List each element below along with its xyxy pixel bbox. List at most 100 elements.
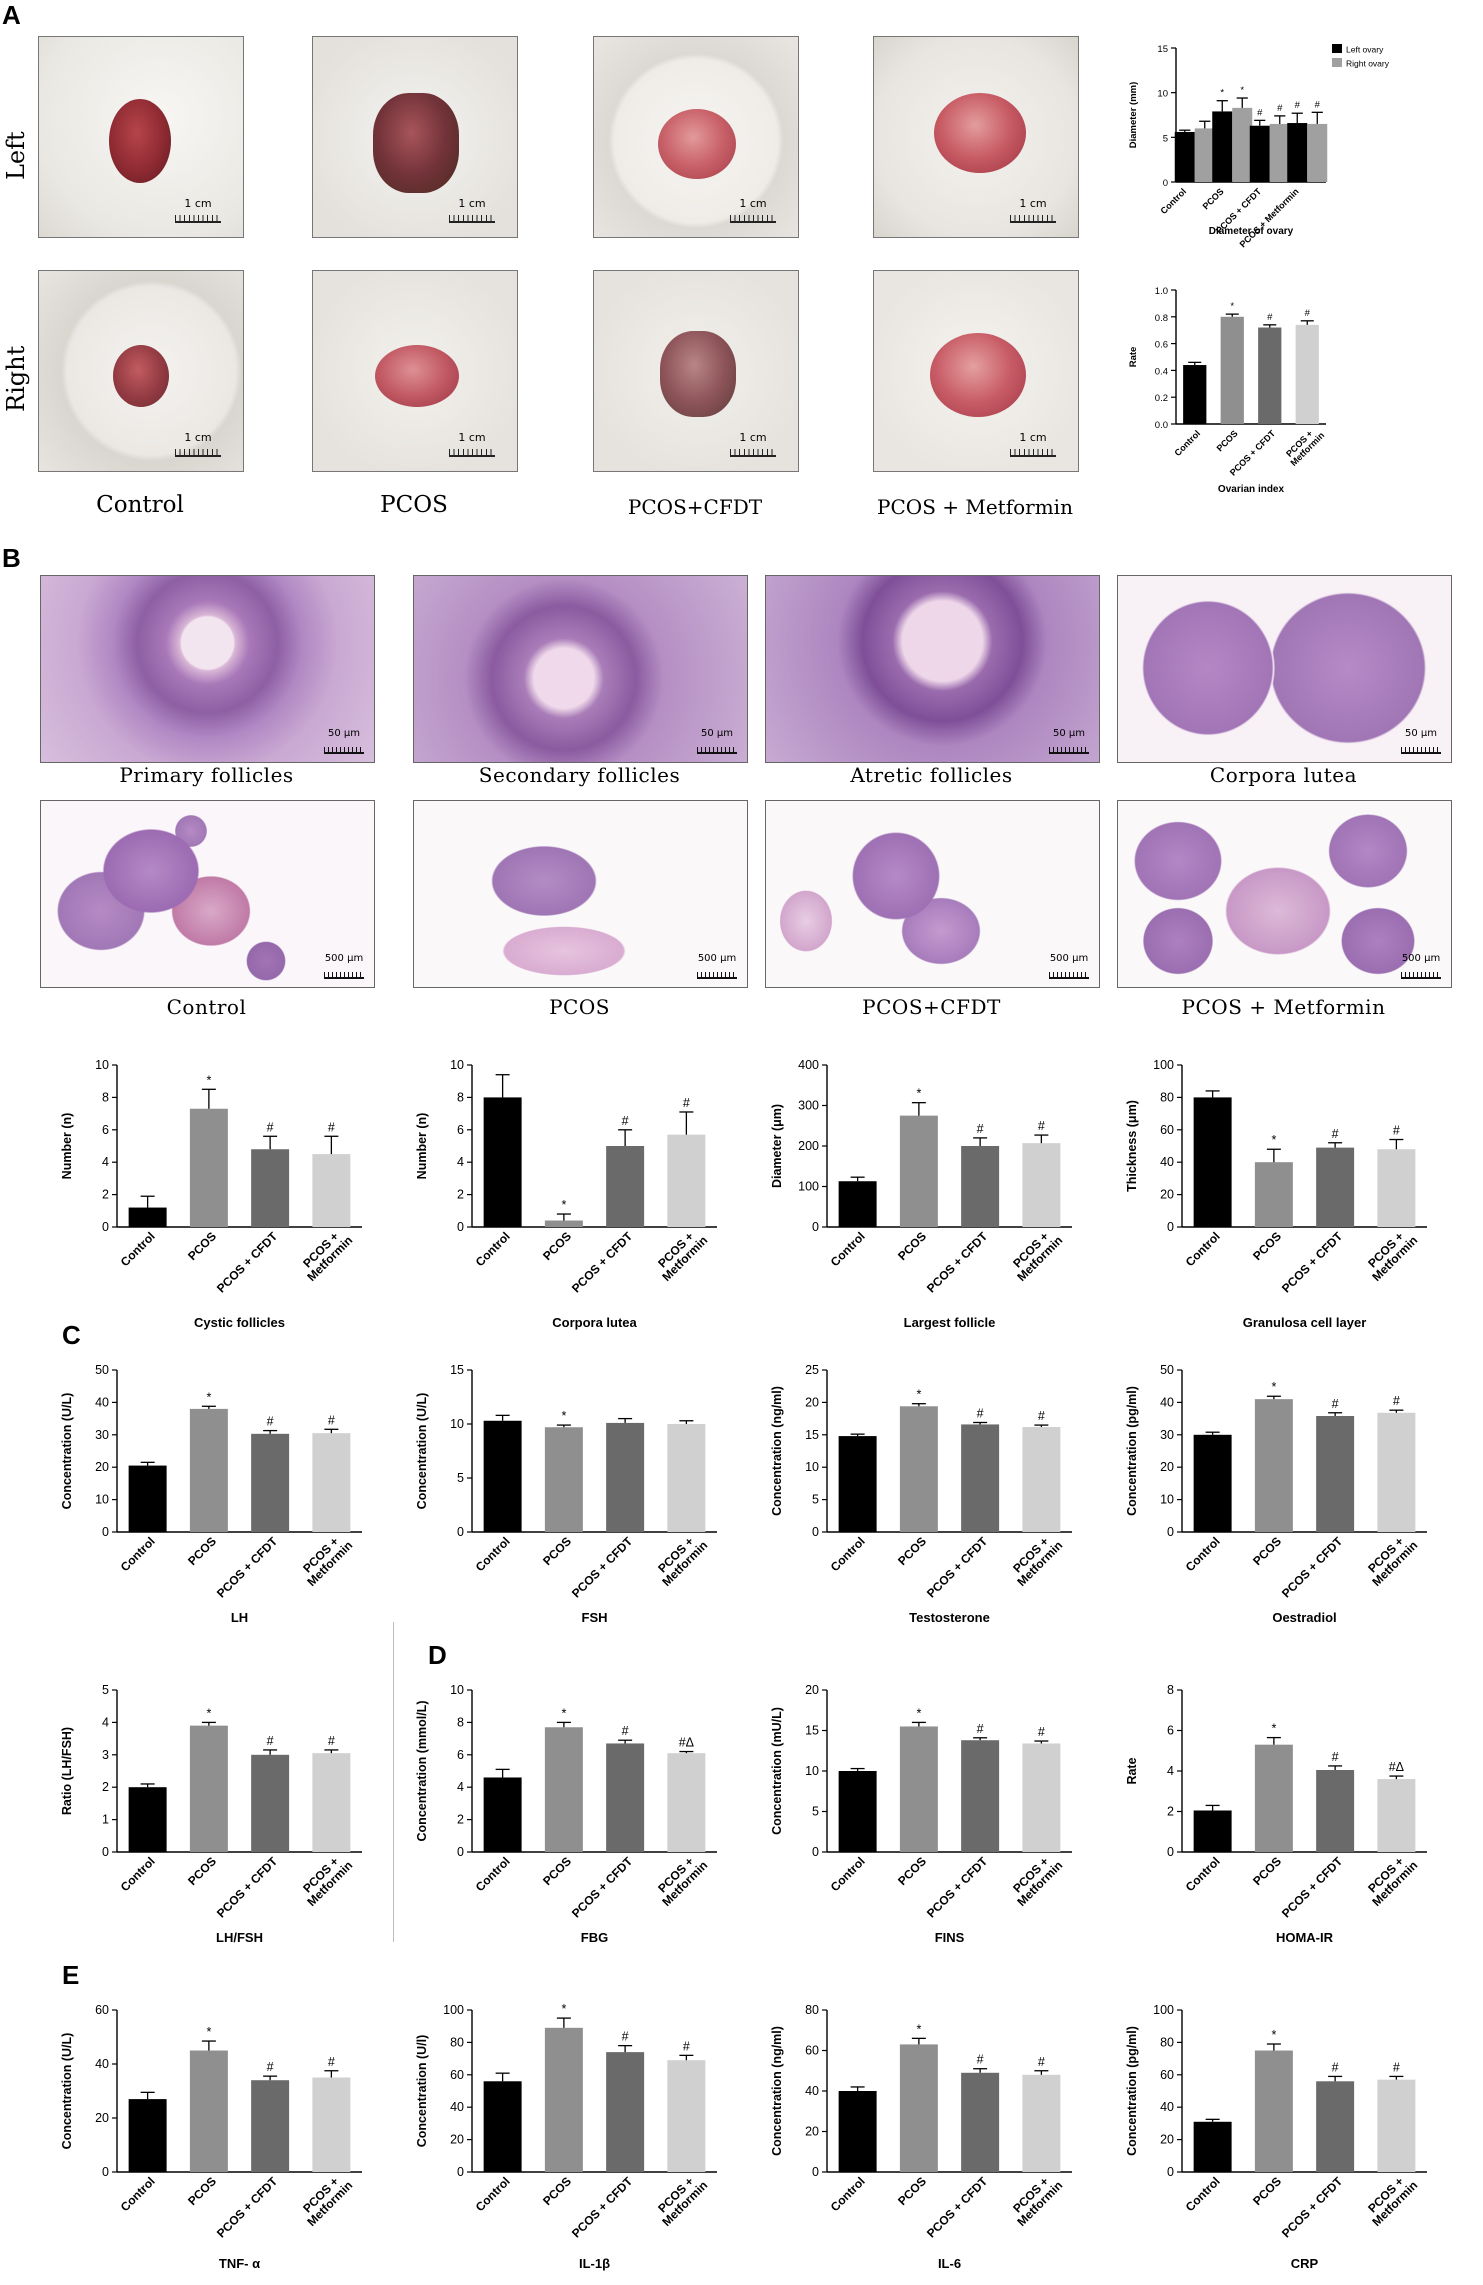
bar — [1254, 1399, 1293, 1532]
y-tick-label: 10 — [450, 1683, 464, 1697]
bar — [128, 2099, 167, 2172]
bar — [1232, 107, 1253, 182]
y-tick-label: 0 — [1167, 2165, 1174, 2179]
y-tick-label: 2 — [102, 1188, 109, 1202]
bar — [961, 1146, 1000, 1227]
photo-right-cfdt: 1 cm — [593, 270, 799, 472]
legend-label: Right ovary — [1346, 59, 1390, 69]
category-label: Control — [828, 2174, 868, 2214]
y-tick-label: 100 — [443, 2003, 464, 2017]
category-label: Control — [118, 2174, 158, 2214]
category-label: PCOS + CFDT — [569, 1229, 636, 1296]
scale-bar: 1 cm — [1010, 197, 1056, 223]
category-label: PCOS +Metformin — [296, 1224, 356, 1284]
bar — [251, 1149, 290, 1227]
significance-mark: # — [622, 2030, 629, 2044]
y-tick-label: 10 — [805, 1764, 819, 1778]
bar — [961, 1740, 1000, 1852]
y-tick-label: 20 — [95, 2111, 109, 2125]
y-tick-label: 0 — [812, 1845, 819, 1859]
scale-bar: 500 μm — [1049, 953, 1089, 979]
scale-bar: 50 μm — [1401, 728, 1441, 754]
significance-mark: * — [561, 1198, 566, 1212]
significance-mark: # — [1038, 2055, 1045, 2069]
chart-il-6: 0 20 40 60 80 Concentration (ng/ml) Control * PC… — [755, 2000, 1095, 2280]
bar — [961, 1424, 1000, 1532]
chart-title: Corpora lutea — [552, 1315, 637, 1330]
chart-lh-fsh-ratio: 0 1 2 3 4 5 Ratio (LH/FSH) Control * PCOS # PCOS + … — [45, 1680, 375, 1960]
significance-mark: * — [916, 2022, 921, 2036]
bar — [128, 1465, 167, 1532]
chart-svg: 0 20 40 60 80 100 Thickness (μm) Control * PCOS # P… — [1125, 1058, 1427, 1330]
bar — [483, 1777, 522, 1852]
chart-svg: 0 20 40 60 80 100 Concentration (pg/ml) Control… — [1125, 2003, 1427, 2271]
bar — [312, 1433, 351, 1532]
y-axis-label: Concentration (mmol/L) — [415, 1701, 429, 1842]
significance-mark: # — [622, 1724, 629, 1738]
significance-mark: # — [1038, 1119, 1045, 1133]
y-tick-label: 20 — [1160, 1188, 1174, 1202]
bar — [1254, 1162, 1293, 1227]
y-tick-label: 0 — [457, 2165, 464, 2179]
category-label: PCOS — [1250, 1229, 1284, 1263]
ovary-image — [373, 93, 459, 193]
y-tick-label: 40 — [1160, 2100, 1174, 2114]
y-tick-label: 0.4 — [1155, 366, 1168, 377]
chart-tnf-alpha: 0 20 40 60 Concentration (U/L) Control * PCOS # P… — [45, 2000, 375, 2280]
chart-svg: 0 1 2 3 4 5 Ratio (LH/FSH) Control * PCOS # PCOS + … — [60, 1683, 362, 1945]
bar — [899, 1406, 938, 1532]
bar — [1193, 1434, 1232, 1532]
category-label: PCOS +Metformin — [1361, 1529, 1421, 1589]
significance-mark: # — [1332, 1397, 1339, 1411]
y-tick-label: 0 — [457, 1220, 464, 1234]
category-label: PCOS +Metformin — [1361, 1849, 1421, 1909]
chart-svg: 0 10 20 30 40 50 Concentration (pg/ml) Control *… — [1125, 1363, 1427, 1625]
significance-mark: * — [1271, 1722, 1276, 1736]
significance-mark: # — [267, 1120, 274, 1134]
category-label: PCOS + CFDT — [1279, 1229, 1346, 1296]
category-label: PCOS +Metformin — [651, 2169, 711, 2229]
y-tick-label: 20 — [1160, 2133, 1174, 2147]
bar — [1316, 1416, 1355, 1532]
bar — [544, 2027, 583, 2172]
y-tick-label: 20 — [95, 1460, 109, 1474]
bar — [1212, 111, 1233, 182]
chart-title: Largest follicle — [904, 1315, 996, 1330]
chart-fbg: 0 2 4 6 8 10 Concentration (mmol/L) Control * PCO… — [400, 1680, 740, 1960]
bar — [128, 1787, 167, 1852]
ovary-image — [109, 99, 171, 183]
chart-title: Oestradiol — [1272, 1610, 1336, 1625]
y-tick-label: 0 — [102, 2165, 109, 2179]
bar — [544, 1427, 583, 1532]
y-tick-label: 100 — [1153, 1058, 1174, 1072]
bar — [1220, 316, 1244, 424]
significance-mark: # — [1315, 99, 1321, 110]
bar — [1307, 123, 1328, 182]
significance-mark: # — [683, 1096, 690, 1110]
group-label-metformin: PCOS + Metformin — [877, 495, 1073, 519]
significance-mark: # — [1277, 103, 1283, 114]
chart-title: LH — [231, 1610, 248, 1625]
bar — [483, 2081, 522, 2172]
y-tick-label: 80 — [805, 2003, 819, 2017]
photo-left-metformin: 1 cm — [873, 36, 1079, 238]
y-tick-label: 60 — [805, 2044, 819, 2058]
legend-entry: Left ovary — [1332, 44, 1384, 55]
bar — [544, 1727, 583, 1852]
y-tick-label: 300 — [798, 1099, 819, 1113]
bar — [251, 1754, 290, 1852]
category-label: PCOS + CFDT — [569, 1534, 636, 1601]
histo-primary-follicles: 50 μm — [40, 575, 375, 763]
y-tick-label: 0 — [812, 2165, 819, 2179]
y-tick-label: 0.0 — [1155, 420, 1168, 431]
caption-ovary-control: Control — [166, 995, 247, 1019]
chart-svg: 0 2 4 6 8 10 Number (n) Control * PCOS # PCOS + CFD… — [415, 1058, 717, 1330]
chart-svg: 0 100 200 300 400 Diameter (μm) Control * PCOS # P… — [770, 1058, 1072, 1330]
panel-divider — [393, 1622, 394, 1942]
chart-fins: 0 5 10 15 20 Concentration (mU/L) Control * PCOS… — [755, 1680, 1095, 1960]
y-tick-label: 20 — [1160, 1460, 1174, 1474]
photo-right-metformin: 1 cm — [873, 270, 1079, 472]
y-tick-label: 3 — [102, 1748, 109, 1762]
y-tick-label: 40 — [1160, 1395, 1174, 1409]
